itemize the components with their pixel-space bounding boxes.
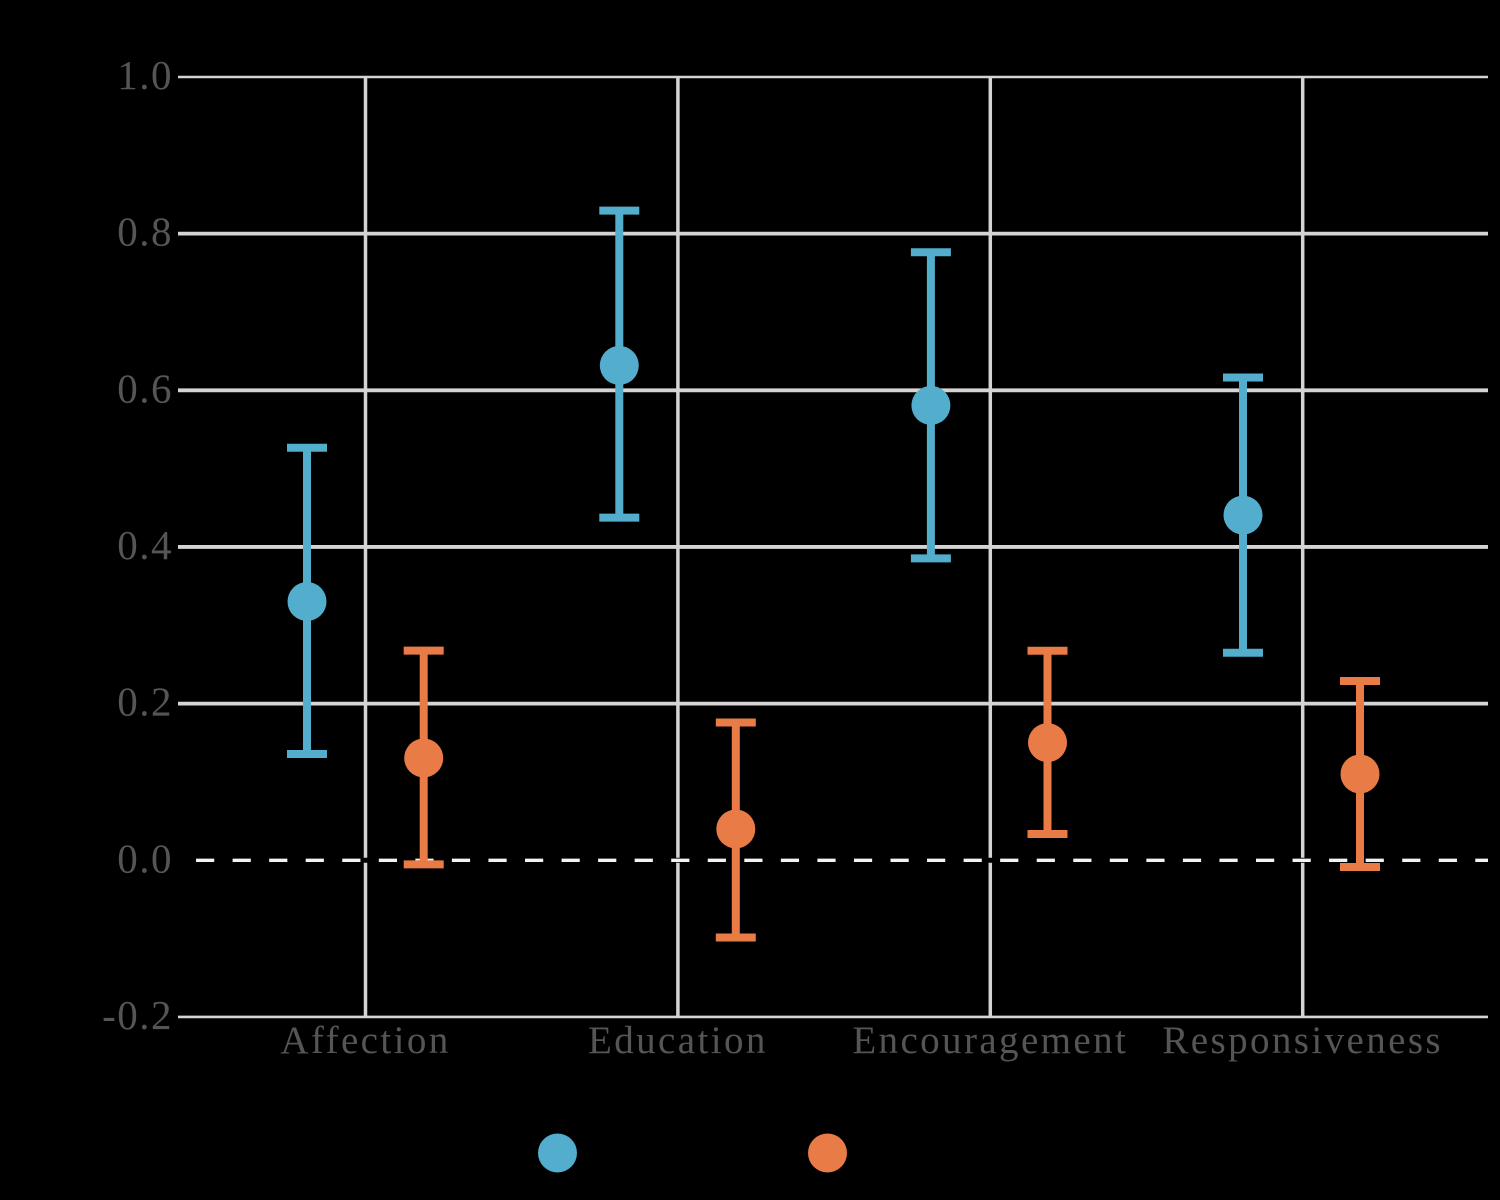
svg-text:Responsiveness: Responsiveness xyxy=(1162,1019,1443,1062)
svg-text:0.2: 0.2 xyxy=(117,679,173,725)
svg-text:0.6: 0.6 xyxy=(117,365,173,411)
svg-text:1.0: 1.0 xyxy=(117,52,173,98)
svg-text:Affection: Affection xyxy=(280,1019,450,1062)
svg-text:Encouragement: Encouragement xyxy=(852,1019,1128,1062)
svg-text:0.8: 0.8 xyxy=(117,209,173,255)
svg-text:0.4: 0.4 xyxy=(117,522,173,568)
svg-text:0.0: 0.0 xyxy=(117,835,173,881)
svg-text:-0.2: -0.2 xyxy=(102,992,173,1038)
svg-text:Education: Education xyxy=(588,1019,768,1062)
